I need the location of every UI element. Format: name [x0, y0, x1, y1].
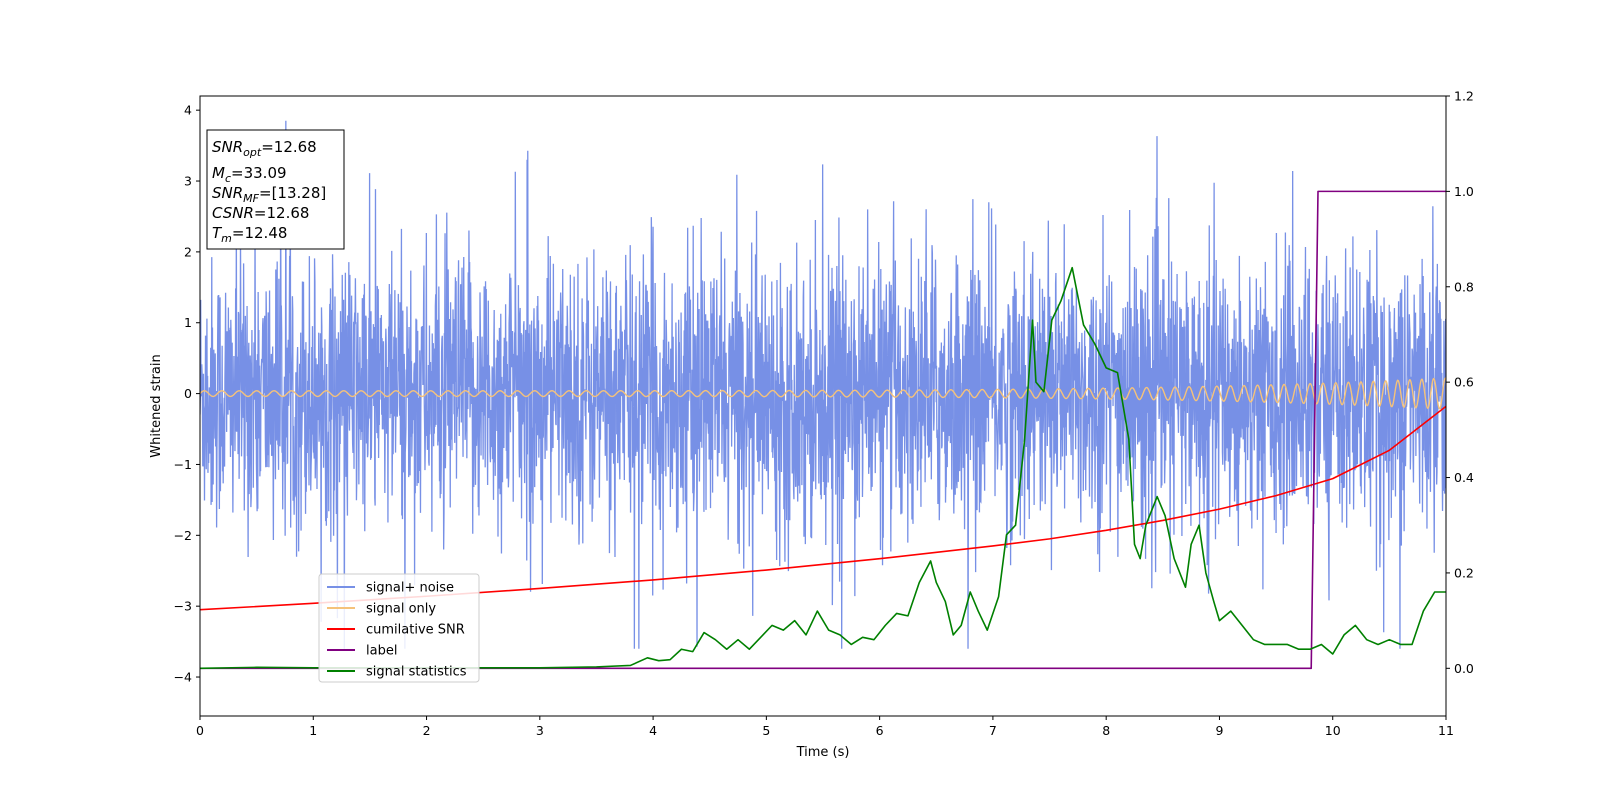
legend-label: cumilative SNR: [366, 623, 465, 638]
stat-csnr: CSNR=12.68: [212, 204, 309, 222]
legend-items: signal+ noise signal only cumilative SNR la…: [327, 581, 467, 680]
x-tick-label: 9: [1215, 723, 1223, 738]
legend-frame: [318, 573, 480, 683]
y-left-tick-label: −2: [174, 528, 192, 543]
series-signal-statistics: [200, 266, 1446, 670]
y-left-tick-label: −3: [174, 599, 192, 614]
x-tick-label: 4: [649, 723, 657, 738]
y-left-tick-label: 4: [184, 103, 192, 118]
y-right-tick-label: 1.0: [1454, 184, 1474, 199]
y-right-tick-label: 0.6: [1454, 375, 1474, 390]
legend: signal+ noise signal only cumilative SNR la…: [318, 573, 480, 683]
legend-label: signal only: [366, 602, 436, 617]
legend-label: signal statistics: [366, 665, 467, 680]
x-tick-label: 1: [309, 723, 317, 738]
stat-mc: Mc=33.09: [212, 164, 287, 185]
x-tick-label: 5: [762, 723, 770, 738]
series-label: [200, 190, 1446, 670]
axes-layer: 0 1 2 3 4 5 6 7 8 9 10 1143210−1−2−3−41.21.00.80.60…: [174, 89, 1474, 739]
series-layer: [200, 120, 1446, 670]
series-signal-noise: [200, 120, 1446, 649]
x-tick-label: 11: [1438, 723, 1454, 738]
series-signal-only: [200, 377, 1446, 410]
y-right-tick-label: 1.2: [1454, 89, 1474, 104]
x-tick-label: 10: [1325, 723, 1341, 738]
y-right-tick-label: 0.4: [1454, 470, 1474, 485]
y-left-tick-label: −4: [174, 670, 192, 685]
legend-label: label: [366, 644, 397, 659]
y-right-tick-label: 0.0: [1454, 661, 1474, 676]
y-right-tick-label: 0.2: [1454, 565, 1474, 580]
x-tick-label: 0: [196, 723, 204, 738]
x-tick-label: 6: [876, 723, 884, 738]
y-right-tick-label: 0.8: [1454, 279, 1474, 294]
y-left-tick-label: 3: [184, 174, 192, 189]
stats-box: SNRopt=12.68 Mc=33.09 SNRMF=[13.28] CSNR…: [206, 129, 345, 250]
stats-box-frame: [206, 129, 345, 250]
legend-label: signal+ noise: [366, 581, 454, 596]
x-tick-label: 3: [536, 723, 544, 738]
stat-tm: Tm=12.48: [212, 224, 287, 245]
plot-frame: [199, 95, 1447, 717]
x-tick-label: 2: [423, 723, 431, 738]
y-left-tick-label: 1: [184, 315, 192, 330]
y-left-tick-label: 0: [184, 386, 192, 401]
stat-snr-opt: SNRopt=12.68: [212, 138, 317, 159]
stat-snr-mf: SNRMF=[13.28]: [212, 184, 326, 205]
y-left-tick-label: 2: [184, 244, 192, 259]
y-axis-label: Whitened strain: [149, 354, 164, 457]
x-tick-label: 7: [989, 723, 997, 738]
y-left-tick-label: −1: [174, 457, 192, 472]
series-cumulative-snr: [200, 405, 1446, 611]
x-tick-label: 8: [1102, 723, 1110, 738]
x-axis-label: Time (s): [796, 745, 850, 760]
